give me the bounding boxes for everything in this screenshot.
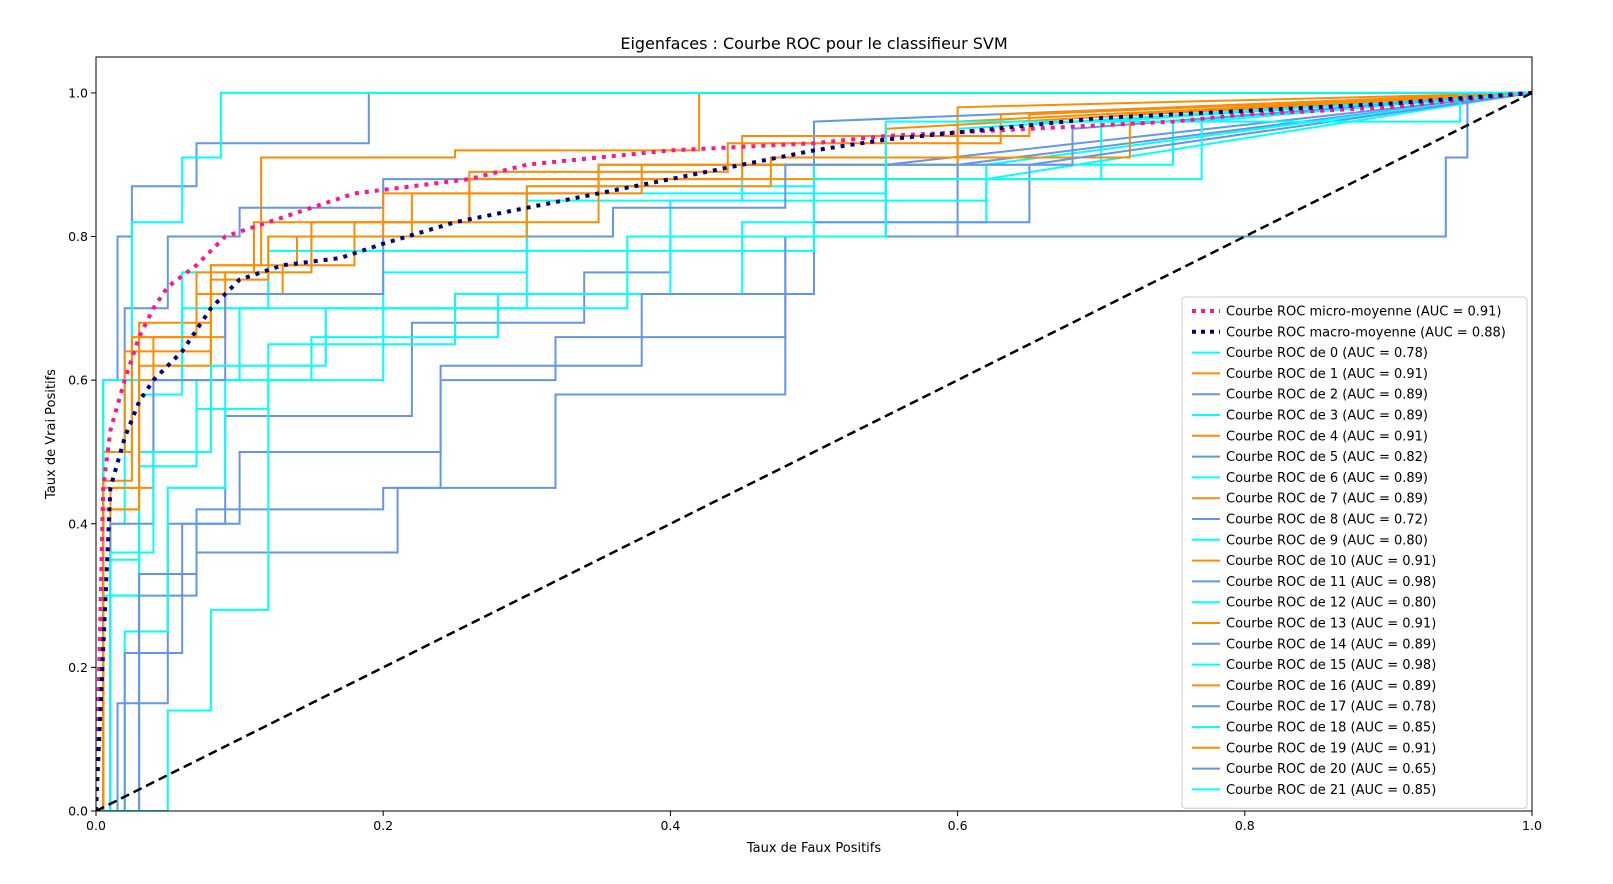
roc-series-line	[96, 90, 1532, 811]
legend-entry: Courbe ROC de 10 (AUC = 0.91)	[1226, 554, 1436, 569]
legend-entry: Courbe ROC de 0 (AUC = 0.78)	[1226, 346, 1428, 361]
x-tick-label: 0.2	[373, 818, 393, 833]
legend-entry: Courbe ROC de 20 (AUC = 0.65)	[1226, 762, 1436, 777]
x-tick-label: 0.4	[660, 818, 680, 833]
legend-entry: Courbe ROC de 7 (AUC = 0.89)	[1226, 492, 1428, 507]
legend-entry: Courbe ROC de 16 (AUC = 0.89)	[1226, 679, 1436, 694]
legend-entry: Courbe ROC macro-moyenne (AUC = 0.88)	[1226, 325, 1506, 340]
legend-entry: Courbe ROC de 6 (AUC = 0.89)	[1226, 471, 1428, 486]
y-tick-label: 0.2	[68, 660, 88, 675]
roc-series-line	[96, 91, 1532, 811]
legend-entry: Courbe ROC de 1 (AUC = 0.91)	[1226, 367, 1428, 382]
roc-series-line	[96, 90, 1532, 811]
chart-title: Eigenfaces : Courbe ROC pour le classifi…	[620, 34, 1007, 53]
legend-entry: Courbe ROC de 8 (AUC = 0.72)	[1226, 513, 1428, 528]
legend-entry: Courbe ROC de 18 (AUC = 0.85)	[1226, 721, 1436, 736]
series-group	[96, 90, 1532, 811]
legend-entry: Courbe ROC de 4 (AUC = 0.91)	[1226, 429, 1428, 444]
roc-series-line	[96, 91, 1532, 811]
y-tick-label: 0.0	[68, 804, 88, 819]
y-tick-label: 1.0	[68, 85, 88, 100]
legend-entry: Courbe ROC de 15 (AUC = 0.98)	[1226, 658, 1436, 673]
x-ticks: 0.0 0.2 0.4 0.6 0.8 1.0	[86, 811, 1542, 833]
legend: Courbe ROC micro-moyenne (AUC = 0.91) Cou…	[1181, 296, 1528, 809]
y-axis-label: Taux de Vrai Positifs	[44, 369, 59, 500]
x-tick-label: 0.8	[1235, 818, 1255, 833]
legend-entry: Courbe ROC de 17 (AUC = 0.78)	[1226, 700, 1436, 715]
legend-entry: Courbe ROC de 19 (AUC = 0.91)	[1226, 741, 1436, 756]
legend-entry: Courbe ROC de 12 (AUC = 0.80)	[1226, 596, 1436, 611]
legend-entry: Courbe ROC de 14 (AUC = 0.89)	[1226, 637, 1436, 652]
axes-frame	[95, 56, 1533, 812]
legend-entry: Courbe ROC de 9 (AUC = 0.80)	[1226, 533, 1428, 548]
roc-series-line	[96, 91, 1532, 811]
legend-entry: Courbe ROC de 3 (AUC = 0.89)	[1226, 409, 1428, 424]
legend-entry: Courbe ROC de 13 (AUC = 0.91)	[1226, 617, 1436, 632]
roc-series-line	[96, 91, 1532, 811]
legend-entry: Courbe ROC de 2 (AUC = 0.89)	[1226, 388, 1428, 403]
legend-box	[1181, 296, 1528, 809]
y-tick-label: 0.6	[68, 373, 88, 388]
legend-entry: Courbe ROC micro-moyenne (AUC = 0.91)	[1226, 305, 1502, 320]
y-tick-label: 0.8	[68, 229, 88, 244]
y-tick-label: 0.4	[68, 516, 88, 531]
x-axis-label: Taux de Faux Positifs	[746, 841, 882, 856]
legend-entry: Courbe ROC de 11 (AUC = 0.98)	[1226, 575, 1436, 590]
x-tick-label: 0.0	[86, 818, 106, 833]
legend-entry: Courbe ROC de 5 (AUC = 0.82)	[1226, 450, 1428, 465]
roc-series-line	[96, 91, 1532, 811]
chance-diagonal-line	[96, 91, 1532, 811]
roc-series-line	[96, 91, 1532, 811]
plot-curves	[96, 90, 1532, 811]
legend-entry: Courbe ROC de 21 (AUC = 0.85)	[1226, 783, 1436, 798]
y-ticks: 0.0 0.2 0.4 0.6 0.8 1.0	[68, 85, 96, 819]
x-tick-label: 0.6	[948, 818, 968, 833]
roc-series-line	[96, 91, 1532, 811]
x-tick-label: 1.0	[1522, 818, 1542, 833]
